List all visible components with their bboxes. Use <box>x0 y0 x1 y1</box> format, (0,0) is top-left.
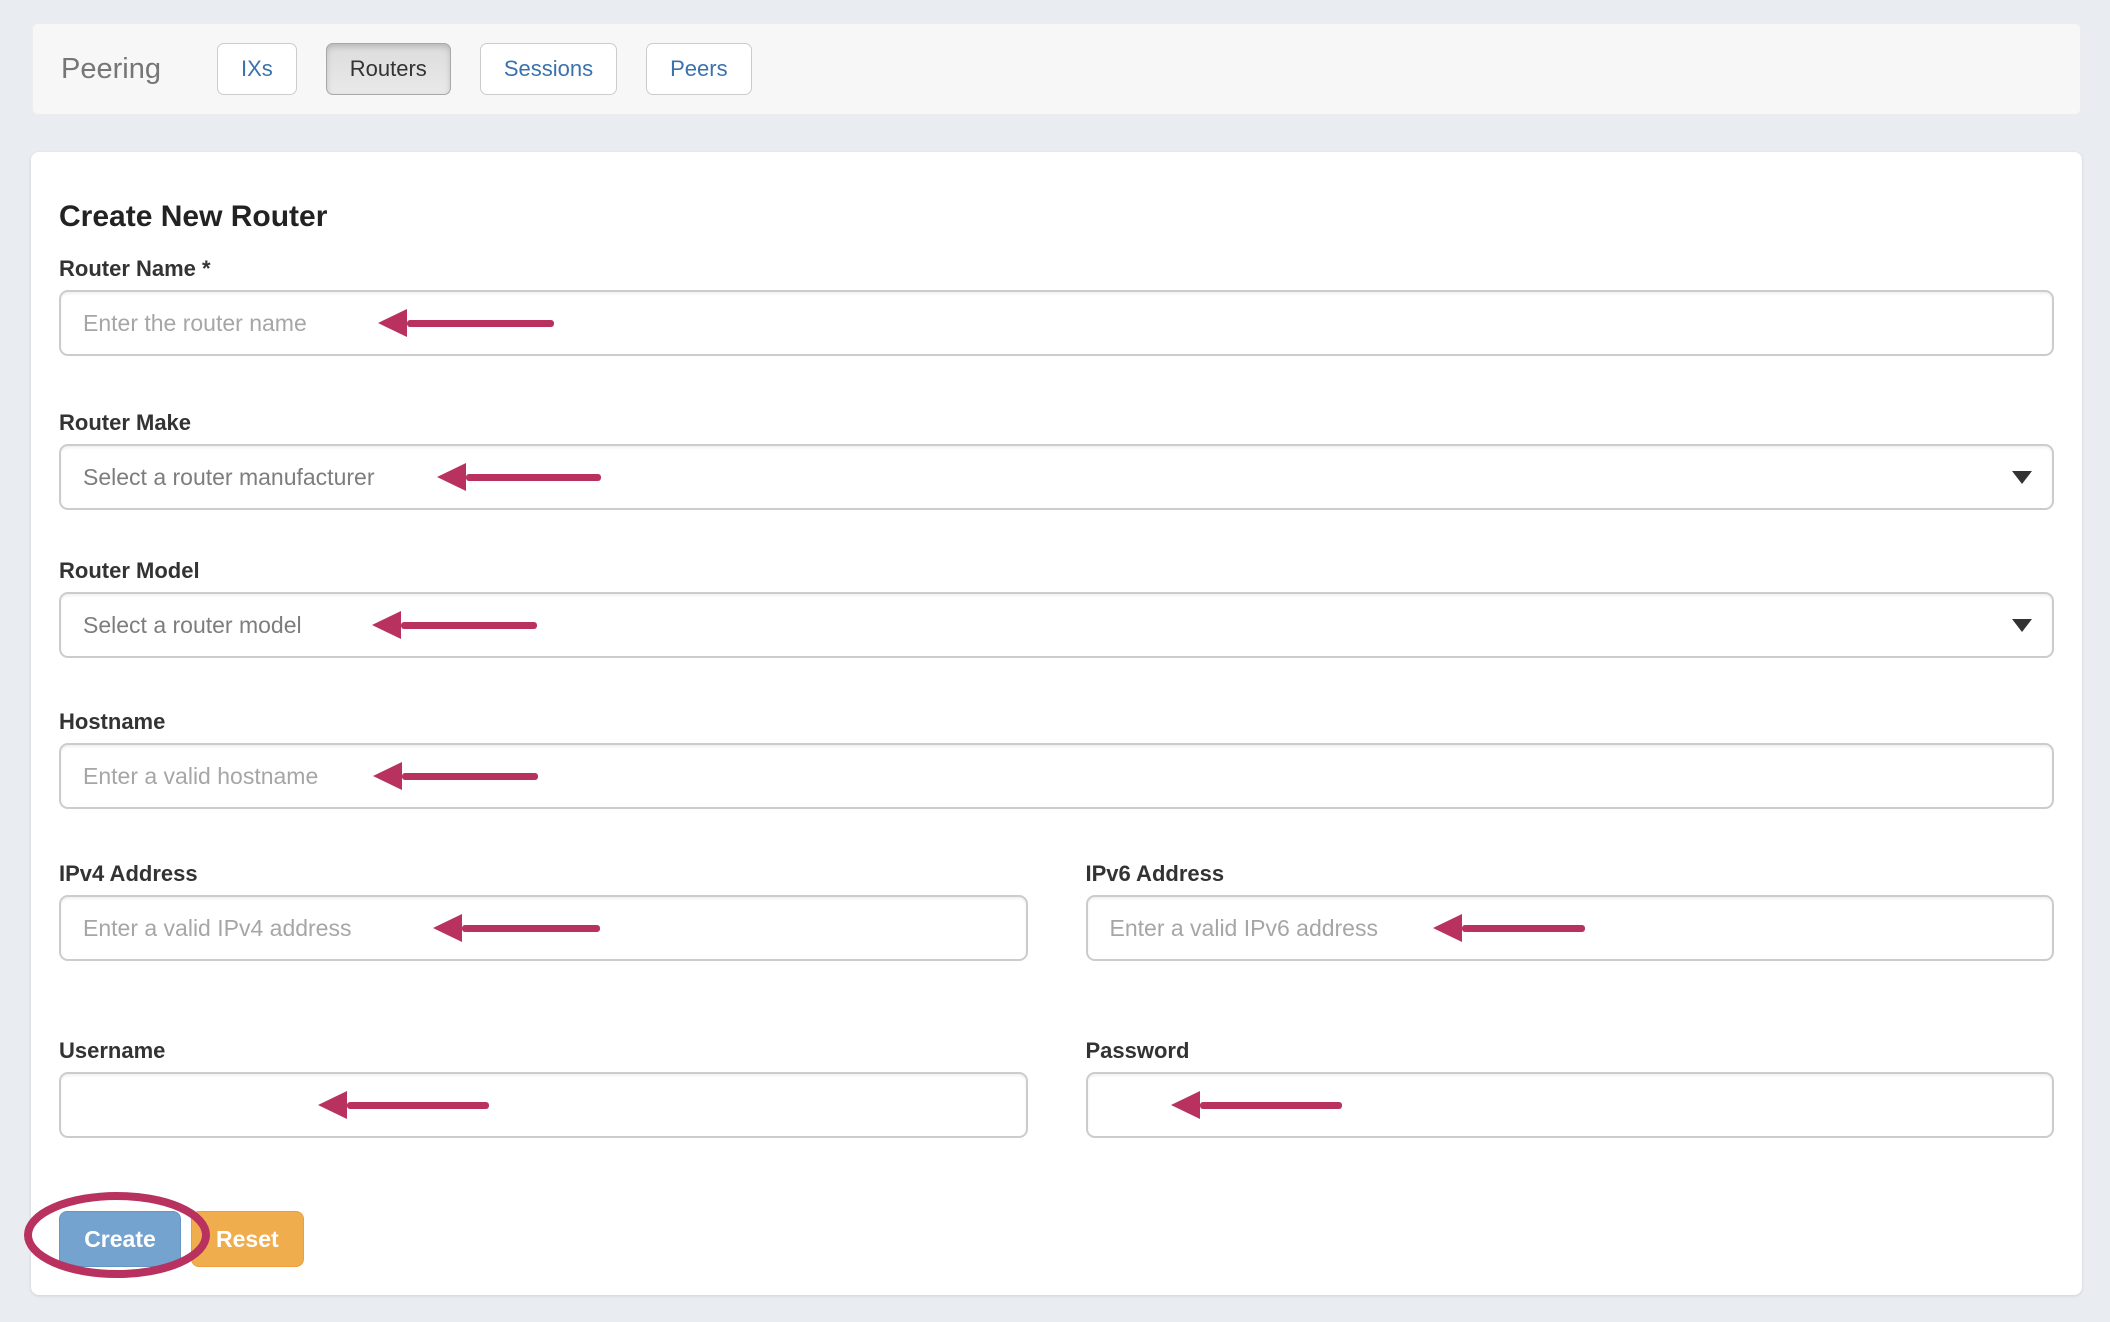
tab-routers[interactable]: Routers <box>325 43 451 95</box>
page-title: Peering <box>61 52 161 85</box>
router-name-input[interactable] <box>59 290 2054 356</box>
tab-peers[interactable]: Peers <box>646 43 752 95</box>
password-label: Password <box>1085 1038 1190 1063</box>
hostname-label: Hostname <box>59 709 166 734</box>
hostname-input[interactable] <box>59 743 2054 809</box>
ipv4-input[interactable] <box>59 895 1028 961</box>
router-make-select[interactable]: Select a router manufacturer <box>59 444 2054 510</box>
username-label: Username <box>59 1038 166 1063</box>
ipv6-input[interactable] <box>1085 895 2054 961</box>
ipv4-label: IPv4 Address <box>59 861 198 886</box>
tab-sessions[interactable]: Sessions <box>479 43 618 95</box>
router-make-label: Router Make <box>59 410 192 435</box>
username-input[interactable] <box>59 1072 1028 1138</box>
router-name-label: Router Name * <box>59 256 211 281</box>
password-input[interactable] <box>1085 1072 2054 1138</box>
caret-down-icon <box>2012 471 2032 484</box>
create-router-card: Create New Router Router Name * Router M… <box>24 152 2082 1295</box>
peering-toolbar: Peering IXs Routers Sessions Peers <box>32 23 2081 115</box>
create-button[interactable]: Create <box>59 1211 181 1267</box>
router-model-selected-value: Select a router model <box>83 611 302 638</box>
form-title: Create New Router <box>59 200 328 233</box>
reset-button[interactable]: Reset <box>191 1211 304 1267</box>
router-model-label: Router Model <box>59 558 200 583</box>
router-make-selected-value: Select a router manufacturer <box>83 463 375 490</box>
caret-down-icon <box>2012 619 2032 632</box>
ipv6-label: IPv6 Address <box>1085 861 1225 886</box>
router-model-select[interactable]: Select a router model <box>59 592 2054 658</box>
tab-ixs[interactable]: IXs <box>216 43 297 95</box>
